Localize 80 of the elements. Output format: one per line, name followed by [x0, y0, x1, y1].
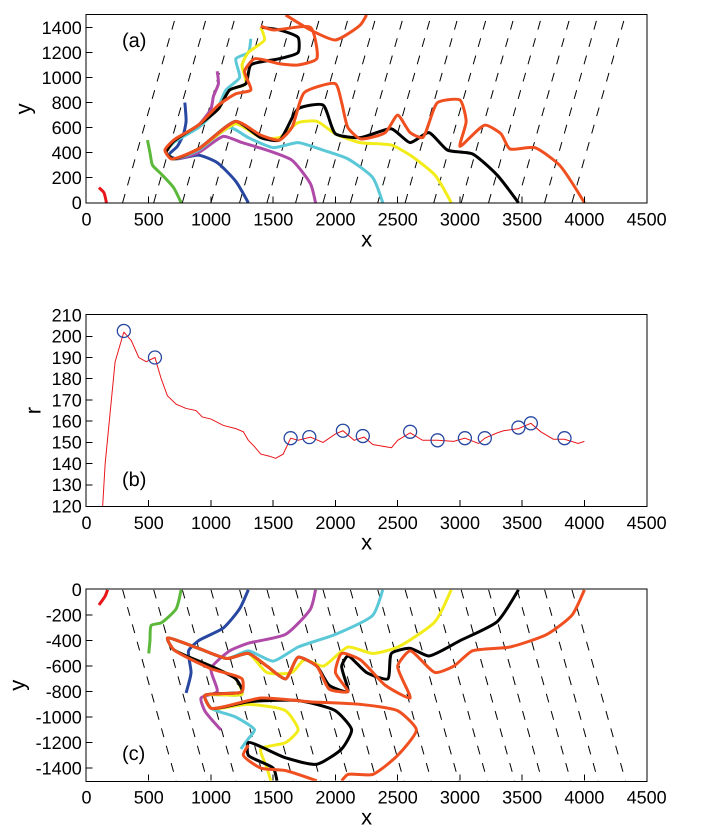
y-tick-label: -200 — [46, 606, 82, 626]
point — [511, 420, 526, 435]
y-tick-label: 200 — [52, 168, 82, 188]
line-series — [184, 590, 250, 694]
y-tick-label: 1000 — [42, 68, 82, 88]
line-series — [147, 590, 183, 655]
y-tick-label: -600 — [46, 656, 82, 676]
y-tick-label: -1200 — [36, 732, 82, 753]
x-tick-label: 2000 — [315, 788, 356, 808]
x-tick-label: 3000 — [440, 788, 480, 808]
x-tick-label: 500 — [134, 512, 164, 533]
x-tick-label: 1500 — [253, 512, 294, 533]
point — [557, 431, 572, 446]
y-tick-label: -1400 — [36, 758, 82, 778]
line-series — [146, 138, 183, 203]
y-tick-label: 800 — [52, 92, 82, 113]
x-tick-label: 1500 — [253, 209, 294, 230]
x-axis-title: x — [361, 226, 372, 252]
y-tick-label: 600 — [52, 118, 82, 138]
x-tick-label: 4000 — [564, 512, 604, 533]
y-tick-label: 190 — [52, 348, 82, 368]
y-tick-label: 1400 — [42, 18, 82, 38]
y-tick-label: 170 — [52, 390, 82, 410]
x-tick-label: 2500 — [378, 788, 418, 808]
y-tick-label: 210 — [52, 305, 82, 326]
point — [458, 431, 472, 446]
x-tick-label: 4000 — [564, 209, 604, 230]
y-tick-label: 140 — [52, 454, 82, 474]
x-tick-label: 2500 — [378, 512, 418, 533]
x-tick-label: 4500 — [626, 512, 667, 533]
point — [524, 416, 538, 430]
x-tick-label: 3500 — [502, 209, 542, 230]
point — [402, 424, 418, 439]
x-tick-label: 2000 — [315, 512, 356, 533]
point — [478, 431, 492, 446]
point — [430, 433, 445, 448]
annotation: (a) — [122, 30, 146, 52]
y-axis-title: y — [4, 680, 30, 691]
annotation: (c) — [122, 743, 146, 765]
x-tick-label: 2000 — [315, 209, 356, 230]
x-tick-label: 4500 — [626, 209, 667, 230]
x-tick-label: 3500 — [502, 512, 542, 533]
x-tick-label: 3500 — [502, 788, 542, 808]
y-tick-label: 180 — [52, 369, 82, 390]
x-tick-label: 1000 — [190, 788, 231, 808]
y-tick-label: 160 — [52, 411, 82, 432]
x-tick-label: 2500 — [378, 209, 418, 230]
point — [336, 424, 350, 438]
x-tick-label: 1500 — [253, 788, 294, 808]
point — [302, 430, 316, 444]
y-axis-title: r — [20, 406, 46, 414]
x-tick-label: 500 — [134, 209, 164, 230]
x-tick-label: 1000 — [190, 512, 231, 533]
line-series — [166, 590, 586, 781]
y-axis-title: y — [10, 103, 36, 114]
point — [116, 324, 131, 338]
y-tick-label: 150 — [52, 432, 82, 453]
x-axis-title: x — [361, 530, 372, 555]
x-tick-label: 1000 — [190, 209, 231, 230]
x-tick-label: 4000 — [564, 788, 604, 808]
line-series — [242, 744, 318, 781]
y-tick-label: 400 — [52, 142, 82, 163]
y-tick-label: 130 — [52, 475, 82, 496]
x-tick-label: 3000 — [440, 209, 480, 230]
y-tick-label: 0 — [72, 193, 82, 213]
point — [148, 350, 162, 365]
y-tick-label: 1200 — [42, 42, 82, 63]
point — [283, 431, 298, 446]
x-tick-label: 4500 — [626, 788, 667, 808]
point — [356, 428, 370, 444]
x-axis-title: x — [361, 804, 372, 830]
y-tick-label: -800 — [46, 682, 82, 702]
annotation: (b) — [122, 469, 146, 491]
y-tick-label: 120 — [52, 496, 82, 516]
y-tick-label: 0 — [72, 580, 82, 600]
x-tick-label: 3000 — [440, 512, 480, 533]
x-tick-label: 500 — [134, 788, 164, 808]
y-tick-label: -1000 — [36, 707, 82, 728]
y-tick-label: 200 — [52, 326, 82, 347]
y-tick-label: -400 — [46, 630, 82, 651]
